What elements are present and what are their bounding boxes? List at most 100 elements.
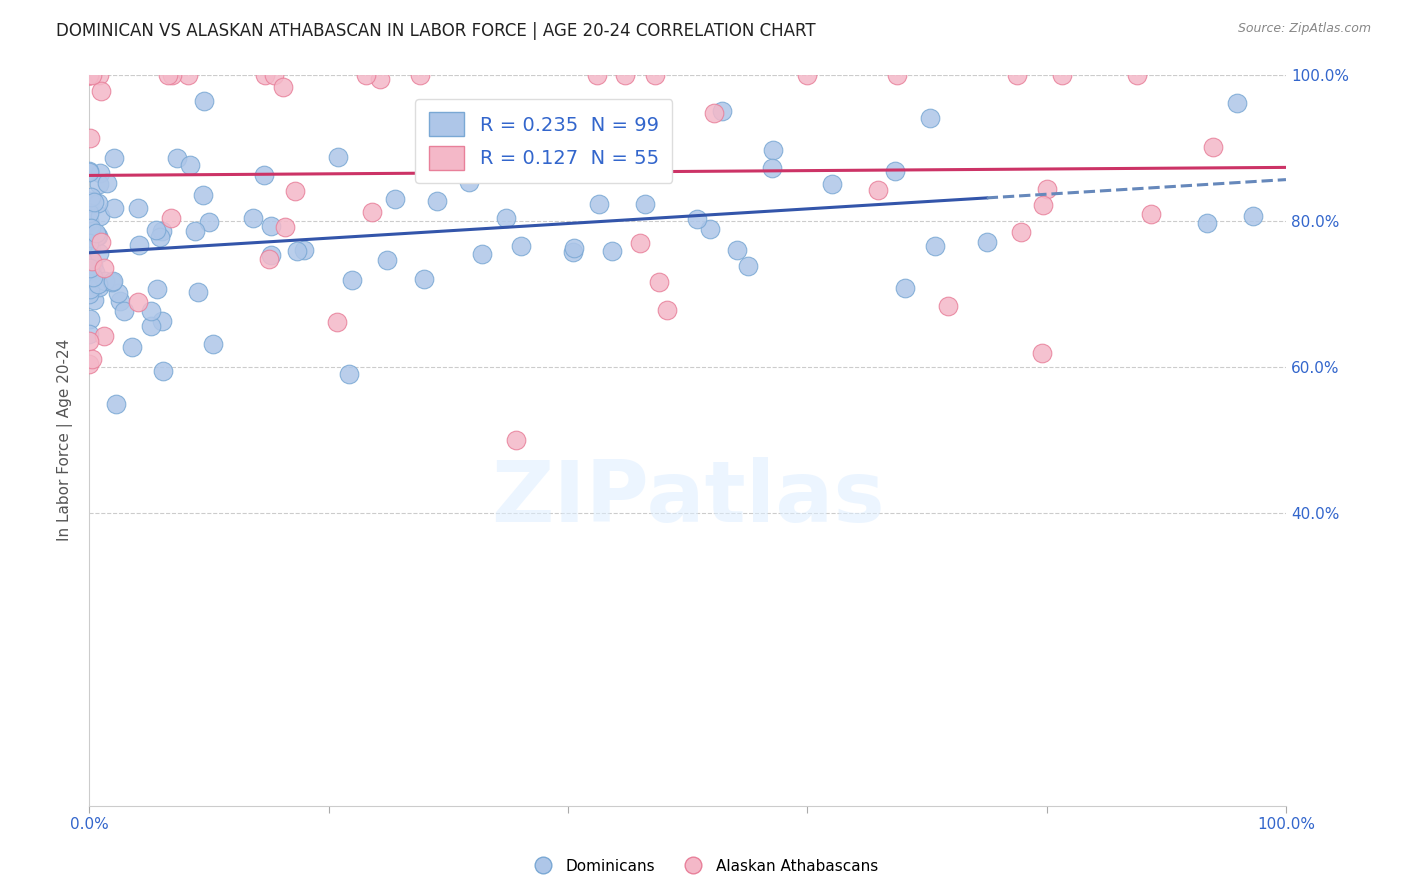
Point bbox=[328, 150, 350, 164]
Point bbox=[254, 68, 277, 82]
Point bbox=[145, 223, 167, 237]
Point bbox=[77, 68, 100, 82]
Point bbox=[1010, 225, 1032, 239]
Point bbox=[1241, 210, 1264, 224]
Point bbox=[294, 243, 316, 257]
Point bbox=[77, 68, 100, 82]
Point bbox=[127, 295, 149, 310]
Point bbox=[103, 201, 125, 215]
Point bbox=[1202, 139, 1225, 153]
Point bbox=[79, 165, 101, 179]
Point bbox=[127, 202, 149, 216]
Point bbox=[252, 168, 274, 182]
Point bbox=[156, 68, 179, 82]
Point bbox=[87, 177, 110, 191]
Point bbox=[90, 235, 112, 249]
Point bbox=[614, 68, 637, 82]
Point bbox=[83, 195, 105, 210]
Point bbox=[87, 228, 110, 243]
Point bbox=[79, 194, 101, 208]
Point bbox=[634, 196, 657, 211]
Point bbox=[655, 302, 678, 317]
Point bbox=[260, 219, 283, 233]
Point bbox=[263, 68, 285, 82]
Point bbox=[886, 68, 908, 82]
Point bbox=[257, 252, 280, 267]
Point bbox=[93, 274, 115, 288]
Point bbox=[711, 103, 734, 118]
Point bbox=[79, 281, 101, 295]
Point bbox=[79, 358, 101, 372]
Point bbox=[191, 188, 214, 202]
Point bbox=[82, 259, 104, 273]
Point bbox=[77, 327, 100, 342]
Point bbox=[976, 235, 998, 249]
Point bbox=[80, 253, 103, 268]
Point bbox=[588, 197, 610, 211]
Point bbox=[149, 229, 172, 244]
Point bbox=[458, 175, 481, 189]
Point bbox=[368, 72, 391, 87]
Point bbox=[737, 260, 759, 274]
Point bbox=[1140, 206, 1163, 220]
Point bbox=[285, 244, 308, 258]
Point bbox=[79, 312, 101, 326]
Point bbox=[201, 337, 224, 351]
Point bbox=[139, 319, 162, 334]
Point bbox=[426, 194, 449, 208]
Point bbox=[87, 68, 110, 82]
Point bbox=[589, 112, 612, 127]
Point bbox=[139, 303, 162, 318]
Point bbox=[509, 239, 531, 253]
Point bbox=[884, 164, 907, 178]
Point bbox=[90, 84, 112, 98]
Point bbox=[242, 211, 264, 226]
Point bbox=[187, 285, 209, 300]
Point bbox=[585, 68, 607, 82]
Point bbox=[80, 352, 103, 367]
Point bbox=[112, 304, 135, 318]
Point bbox=[354, 68, 377, 82]
Point bbox=[1031, 346, 1053, 360]
Point bbox=[80, 190, 103, 204]
Point bbox=[96, 176, 118, 190]
Point bbox=[89, 166, 111, 180]
Point bbox=[104, 396, 127, 410]
Point bbox=[121, 340, 143, 354]
Point bbox=[725, 243, 748, 257]
Point bbox=[360, 204, 382, 219]
Point bbox=[177, 68, 200, 82]
Point bbox=[86, 228, 108, 243]
Point bbox=[562, 242, 585, 256]
Point bbox=[274, 219, 297, 234]
Point bbox=[77, 68, 100, 82]
Point bbox=[1032, 198, 1054, 212]
Point bbox=[150, 313, 173, 327]
Point bbox=[1126, 68, 1149, 82]
Point bbox=[77, 214, 100, 228]
Point bbox=[77, 206, 100, 220]
Text: ZIPatlas: ZIPatlas bbox=[491, 457, 884, 540]
Point bbox=[184, 223, 207, 237]
Point bbox=[87, 280, 110, 294]
Point bbox=[471, 247, 494, 261]
Point bbox=[284, 184, 307, 198]
Point bbox=[384, 192, 406, 206]
Point bbox=[77, 248, 100, 262]
Point bbox=[79, 236, 101, 251]
Point bbox=[375, 253, 398, 268]
Point bbox=[409, 68, 432, 82]
Point bbox=[77, 264, 100, 278]
Point bbox=[77, 164, 100, 178]
Point bbox=[93, 328, 115, 343]
Point bbox=[80, 221, 103, 235]
Point bbox=[87, 245, 110, 260]
Point bbox=[103, 151, 125, 165]
Point bbox=[83, 293, 105, 308]
Point bbox=[562, 245, 585, 260]
Point bbox=[93, 260, 115, 275]
Point bbox=[80, 242, 103, 256]
Point bbox=[84, 226, 107, 240]
Point bbox=[703, 105, 725, 120]
Point bbox=[1005, 68, 1028, 82]
